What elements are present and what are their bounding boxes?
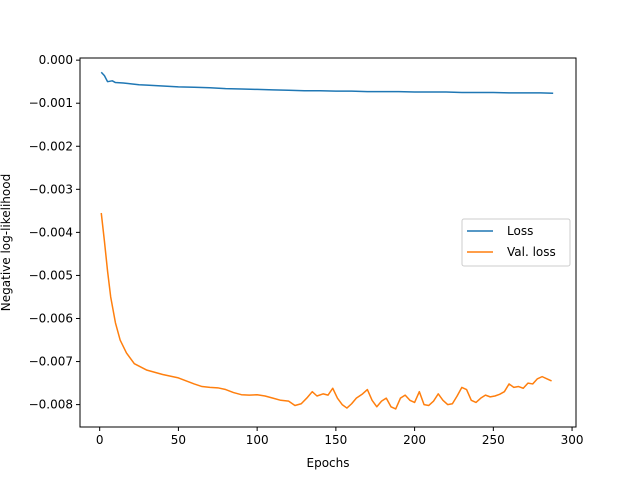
y-tick-label: −0.005 xyxy=(29,268,73,282)
legend-label: Val. loss xyxy=(507,245,556,259)
y-tick-label: −0.007 xyxy=(29,355,73,369)
y-tick-label: −0.008 xyxy=(29,398,73,412)
x-tick-label: 0 xyxy=(96,433,104,447)
legend-label: Loss xyxy=(507,224,533,238)
legend: Loss Val. loss xyxy=(461,218,571,267)
x-tick-label: 150 xyxy=(324,433,347,447)
y-tick-label: −0.004 xyxy=(29,225,73,239)
x-tick-label: 300 xyxy=(561,433,584,447)
x-tick-label: 100 xyxy=(246,433,269,447)
y-axis: 0.000 −0.001 −0.002 −0.003 −0.004 −0.005 −0.00… xyxy=(29,53,80,412)
x-axis: 0 50 100 150 200 250 300 xyxy=(96,427,584,447)
series-line-val-loss xyxy=(100,212,552,410)
plot-frame xyxy=(79,57,577,428)
x-tick-label: 50 xyxy=(171,433,186,447)
x-tick-label: 250 xyxy=(482,433,505,447)
y-tick-label: −0.003 xyxy=(29,182,73,196)
y-tick-label: −0.001 xyxy=(29,96,73,110)
series-line-loss xyxy=(100,71,554,95)
y-tick-label: 0.000 xyxy=(39,53,73,67)
series-layer xyxy=(100,71,554,410)
y-tick-label: −0.006 xyxy=(29,311,73,325)
x-tick-label: 200 xyxy=(403,433,426,447)
y-axis-label: Negative log-likelihood xyxy=(0,174,13,311)
x-axis-label: Epochs xyxy=(307,456,350,470)
y-tick-label: −0.002 xyxy=(29,139,73,153)
